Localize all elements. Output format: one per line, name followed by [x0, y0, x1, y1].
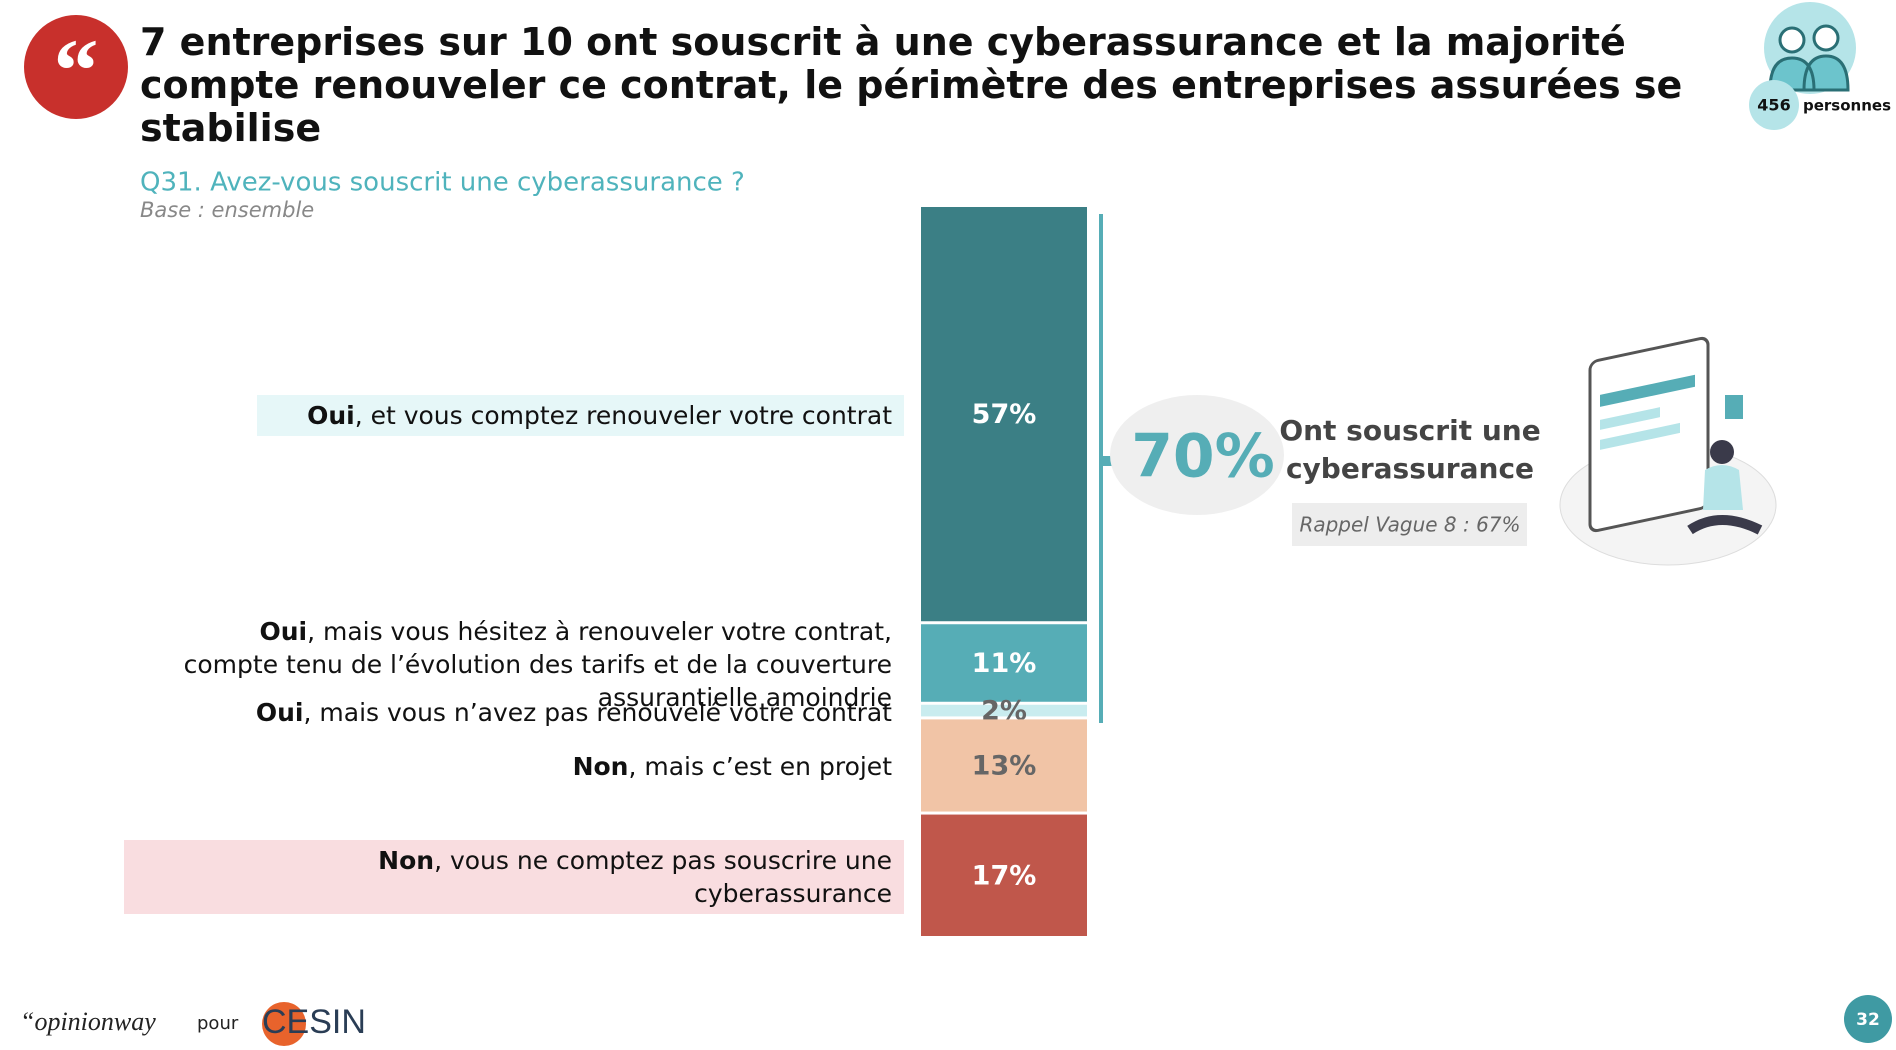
callout-number: 70% — [1131, 422, 1275, 492]
illustration — [1600, 422, 1680, 450]
value-label: 11% — [972, 648, 1037, 679]
page-badge — [1844, 995, 1892, 1043]
client: CESIN — [262, 1003, 366, 1041]
illustration — [1687, 515, 1763, 535]
bar-segment — [921, 624, 1087, 702]
category-label: Oui, et vous comptez renouveler votre co… — [124, 395, 904, 437]
category-text: Oui, mais vous n’avez pas renouvelé votr… — [255, 697, 892, 727]
category-text: Non, vous ne comptez pas souscrire une c… — [124, 839, 904, 914]
sample-unit: personnes — [1803, 97, 1891, 115]
value-label: 57% — [972, 399, 1037, 430]
sample-size: 456 — [1757, 96, 1790, 115]
title: 7 entreprises sur 10 ont souscrit à une … — [140, 20, 1683, 150]
brand: “opinionway — [20, 1007, 156, 1036]
quote-icon — [24, 15, 128, 119]
illustration — [1600, 374, 1695, 407]
people-icon — [1812, 24, 1840, 52]
category-label: Non, mais c’est en projet — [124, 746, 904, 787]
illustration — [1703, 465, 1743, 510]
sample-badge — [1749, 80, 1799, 130]
callout-text: cyberassurance — [1286, 452, 1534, 485]
bar-segment — [921, 814, 1087, 936]
category-text: Oui, mais vous hésitez à renouveler votr… — [183, 617, 892, 712]
illustration — [1600, 407, 1660, 430]
question: Q31. Avez-vous souscrit une cyberassuran… — [140, 168, 745, 198]
category-text: Non, mais c’est en projet — [572, 752, 892, 782]
footer-for: pour — [197, 1013, 239, 1034]
bar-segment — [921, 704, 1087, 717]
category-label: Non, vous ne comptez pas souscrire une c… — [124, 839, 904, 914]
callout-bubble — [1110, 395, 1284, 515]
base: Base : ensemble — [140, 198, 314, 222]
quote-mark: “ — [54, 22, 99, 121]
recall: Rappel Vague 8 : 67% — [1299, 513, 1520, 537]
category-text: Oui, et vous comptez renouveler votre co… — [257, 395, 904, 437]
value-label: 17% — [972, 860, 1037, 891]
bar-segment — [921, 207, 1087, 622]
people-icon — [1768, 54, 1850, 92]
callout-text: Ont souscrit une — [1279, 414, 1540, 447]
category-label: Oui, mais vous hésitez à renouveler votr… — [124, 611, 904, 718]
recall-box — [1292, 503, 1527, 546]
page-number: 32 — [1856, 1010, 1880, 1030]
value-label: 13% — [972, 750, 1037, 781]
illustration — [1725, 395, 1743, 419]
category-label: Oui, mais vous n’avez pas renouvelé votr… — [124, 692, 904, 733]
people-icon — [1778, 26, 1806, 54]
client-logo — [262, 1002, 306, 1046]
illustration — [1710, 440, 1734, 464]
bar-segment — [921, 719, 1087, 812]
